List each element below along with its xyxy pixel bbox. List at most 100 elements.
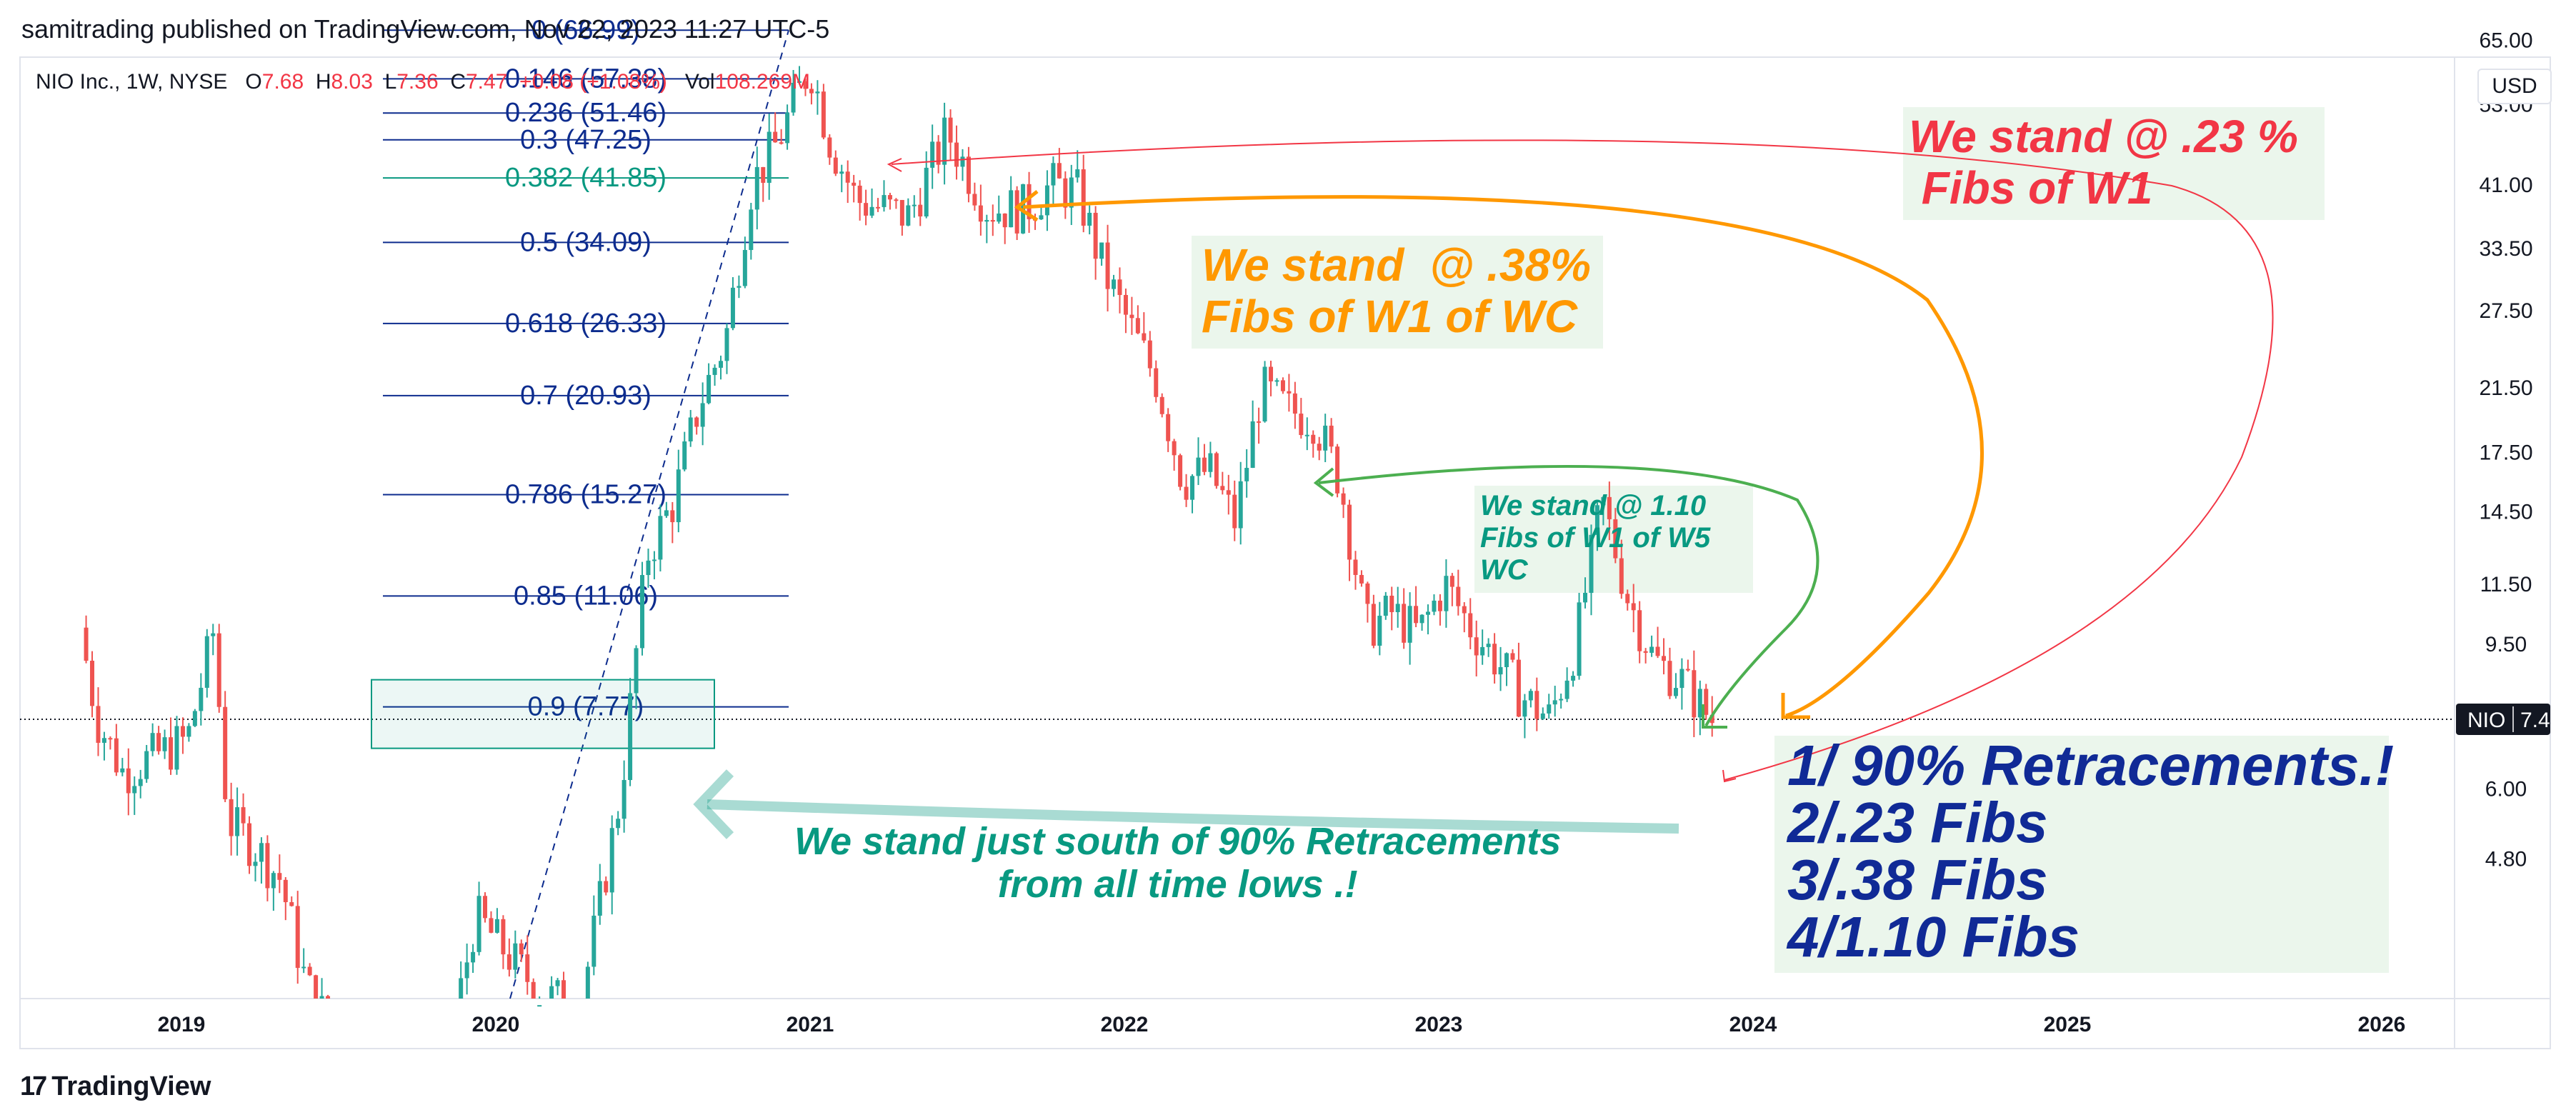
candle-body (1123, 294, 1128, 315)
candle-body (1027, 184, 1032, 219)
candle-body (1662, 656, 1667, 661)
candle-body (525, 954, 530, 982)
candle-body (1637, 610, 1642, 651)
candle-body (144, 751, 149, 779)
candle-body (912, 204, 917, 206)
candle-body (501, 919, 506, 955)
candle-body (1419, 614, 1424, 624)
candle-body (1075, 169, 1080, 178)
candle-body (537, 1005, 542, 1007)
candle-body (1426, 611, 1431, 615)
green-arrow-line (1318, 464, 1819, 726)
candle-body (459, 978, 464, 999)
fib-level-label: 0.382 (41.85) (505, 163, 667, 193)
candle-body (1601, 496, 1606, 506)
chart-grid (19, 56, 2551, 1049)
candle-body (1432, 600, 1437, 612)
currency-button[interactable]: USD (2477, 69, 2552, 104)
candle-body (1673, 688, 1678, 696)
candle-body (730, 287, 735, 329)
candle-body (1480, 646, 1485, 656)
candle-body (1649, 646, 1654, 653)
candle-body (1697, 689, 1702, 718)
orange-arrow-end (1781, 693, 1810, 719)
candle-body (609, 828, 614, 893)
candle-body (1269, 366, 1274, 381)
candle-body (591, 915, 596, 967)
fib-retracement[interactable]: 0 (66.99) 0.146 (57.38) 0.236 (51.46)0.3 (… (371, 15, 789, 999)
candle-body (1292, 393, 1297, 414)
candle-body (1105, 242, 1110, 289)
candle-body (1002, 213, 1007, 228)
candle-body (791, 82, 796, 113)
annotation-summary-bg (1774, 736, 2389, 973)
fib-level-label: 0.3 (47.25) (520, 125, 652, 155)
candle-body (1474, 637, 1479, 656)
high-label: H (315, 70, 331, 94)
candle-body (471, 951, 476, 963)
tradingview-brand[interactable]: 17 TradingView (20, 1071, 211, 1102)
fib-level-label: 0.618 (26.33) (505, 309, 667, 339)
candle-body (1371, 604, 1376, 646)
candle-body (640, 575, 645, 649)
volume-label: Vol (684, 70, 715, 94)
price-tick-label: 17.50 (2479, 441, 2532, 465)
candle-body (857, 185, 862, 204)
candle-body (972, 194, 977, 206)
candle-body (1063, 178, 1068, 208)
candle-body (1528, 691, 1533, 701)
candle-body (1631, 603, 1636, 611)
price-axis[interactable]: 65.0053.0041.0033.5027.5021.5017.5014.50… (2456, 29, 2562, 871)
candle-body (1414, 606, 1419, 624)
time-axis[interactable]: 2019 2020 2021 2022 2023 2024 2025 2026 (158, 1013, 2406, 1036)
candle-body (283, 879, 288, 903)
candle-body (839, 171, 844, 174)
candle-body (1504, 653, 1509, 667)
candle-body (924, 167, 929, 217)
candle-body (1142, 333, 1147, 341)
candle-body (90, 661, 95, 706)
candle-body (1692, 670, 1697, 718)
candle-body (779, 142, 784, 144)
candle-body (797, 81, 802, 83)
candle-body (132, 786, 137, 794)
candle-body (108, 738, 113, 740)
candle-body (555, 980, 560, 986)
candle-body (1468, 613, 1473, 638)
candle-body (676, 469, 681, 523)
price-tick-label: 11.50 (2480, 573, 2532, 596)
annotation-teal: We stand just south of 90% Retracements … (794, 820, 1562, 906)
candle-body (229, 799, 234, 836)
candle-body (852, 182, 857, 186)
symbol-legend: NIO Inc., 1W, NYSE O7.68 H8.03 L7.36 C7.… (36, 70, 810, 94)
time-tick-label: 2022 (1101, 1013, 1149, 1036)
candle-body (1341, 493, 1346, 505)
candle-body (1589, 534, 1594, 593)
candle-body (1594, 505, 1599, 535)
time-tick-label: 2019 (158, 1013, 206, 1036)
candle-body (1190, 476, 1195, 500)
symbol-name[interactable]: NIO Inc., 1W, NYSE (36, 70, 228, 94)
candle-body (1564, 680, 1569, 699)
candle-body (869, 206, 874, 216)
candle-body (1184, 486, 1189, 500)
candle-body (918, 204, 923, 217)
fib-level-label: 0.786 (15.27) (505, 480, 667, 510)
candle-body (1202, 457, 1207, 472)
candle-body (319, 996, 324, 999)
candle-body (1655, 646, 1660, 656)
candle-body (815, 91, 820, 94)
candle-body (314, 975, 319, 999)
annotation-orange: We stand @ .38% Fibs of W1 of WC (1202, 239, 1591, 342)
candle-body (289, 902, 294, 906)
candle-body (1220, 486, 1225, 491)
candle-body (767, 131, 772, 183)
red-arrow-line (891, 139, 2274, 781)
candle-body (984, 220, 989, 222)
candle-body (773, 131, 778, 143)
candle-body (754, 166, 759, 210)
candle-body (960, 156, 965, 167)
time-tick-label: 2025 (2044, 1013, 2092, 1036)
candle-body (1087, 212, 1092, 226)
